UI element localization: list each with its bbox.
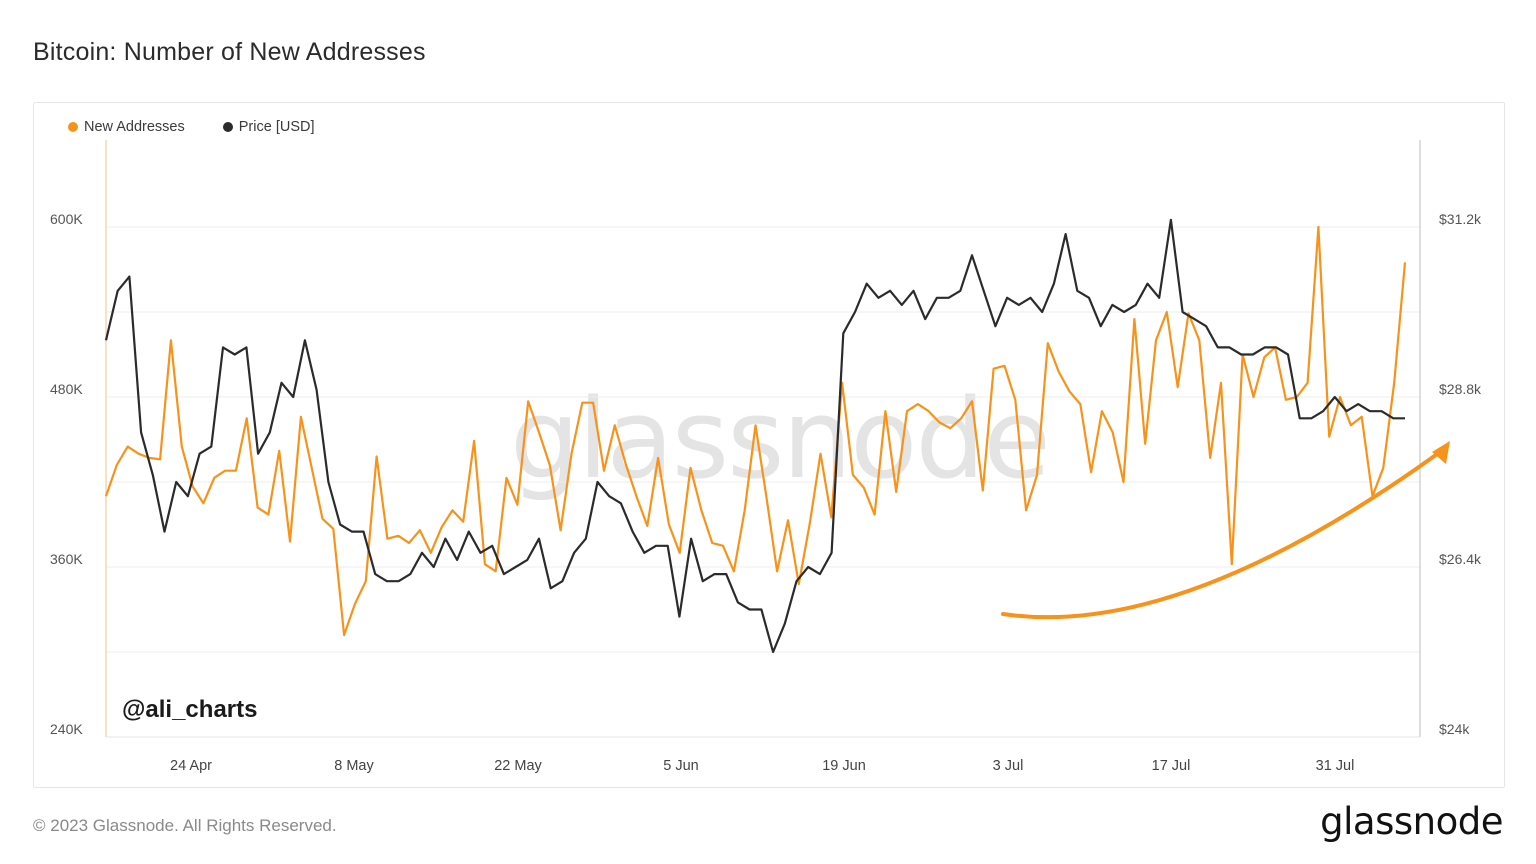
author-handle: @ali_charts: [122, 696, 258, 723]
y-tick-left: 360K: [50, 551, 83, 567]
x-tick: 24 Apr: [170, 758, 212, 774]
x-tick: 19 Jun: [822, 758, 866, 774]
glassnode-logo: glassnode: [1320, 800, 1503, 843]
y-tick-right: $31.2k: [1439, 211, 1482, 227]
x-tick: 5 Jun: [663, 758, 699, 774]
x-tick: 31 Jul: [1315, 758, 1355, 774]
legend-item-new-addresses[interactable]: New Addresses: [68, 119, 185, 135]
x-tick: 17 Jul: [1151, 758, 1191, 774]
trend-arrow-curve: [1001, 450, 1442, 620]
new-addresses-line: [104, 225, 1407, 637]
y-tick-right: $28.8k: [1439, 381, 1482, 397]
y-tick-right: $26.4k: [1439, 551, 1482, 567]
y-tick-right: $24k: [1439, 721, 1470, 737]
black-dot-icon: [222, 122, 233, 132]
x-tick: 3 Jul: [992, 758, 1024, 774]
y-tick-left: 480K: [50, 381, 83, 397]
y-tick-left: 240K: [50, 721, 83, 737]
orange-dot-icon: [68, 122, 78, 132]
copyright-text: © 2023 Glassnode. All Rights Reserved.: [33, 816, 337, 835]
price-line: [104, 218, 1405, 654]
x-tick: 22 May: [494, 758, 542, 774]
chart-card: [33, 102, 1505, 788]
page-title: Bitcoin: Number of New Addresses: [33, 38, 426, 66]
y-tick-left: 600K: [50, 211, 83, 227]
chart-legend: New Addresses Price [USD]: [68, 119, 315, 135]
legend-label: Price [USD]: [238, 119, 315, 135]
arrow-head-icon: [1432, 441, 1450, 464]
legend-label: New Addresses: [84, 119, 185, 135]
legend-item-price[interactable]: Price [USD]: [222, 119, 315, 135]
x-tick: 8 May: [334, 758, 374, 774]
gridlines: [106, 226, 1420, 653]
